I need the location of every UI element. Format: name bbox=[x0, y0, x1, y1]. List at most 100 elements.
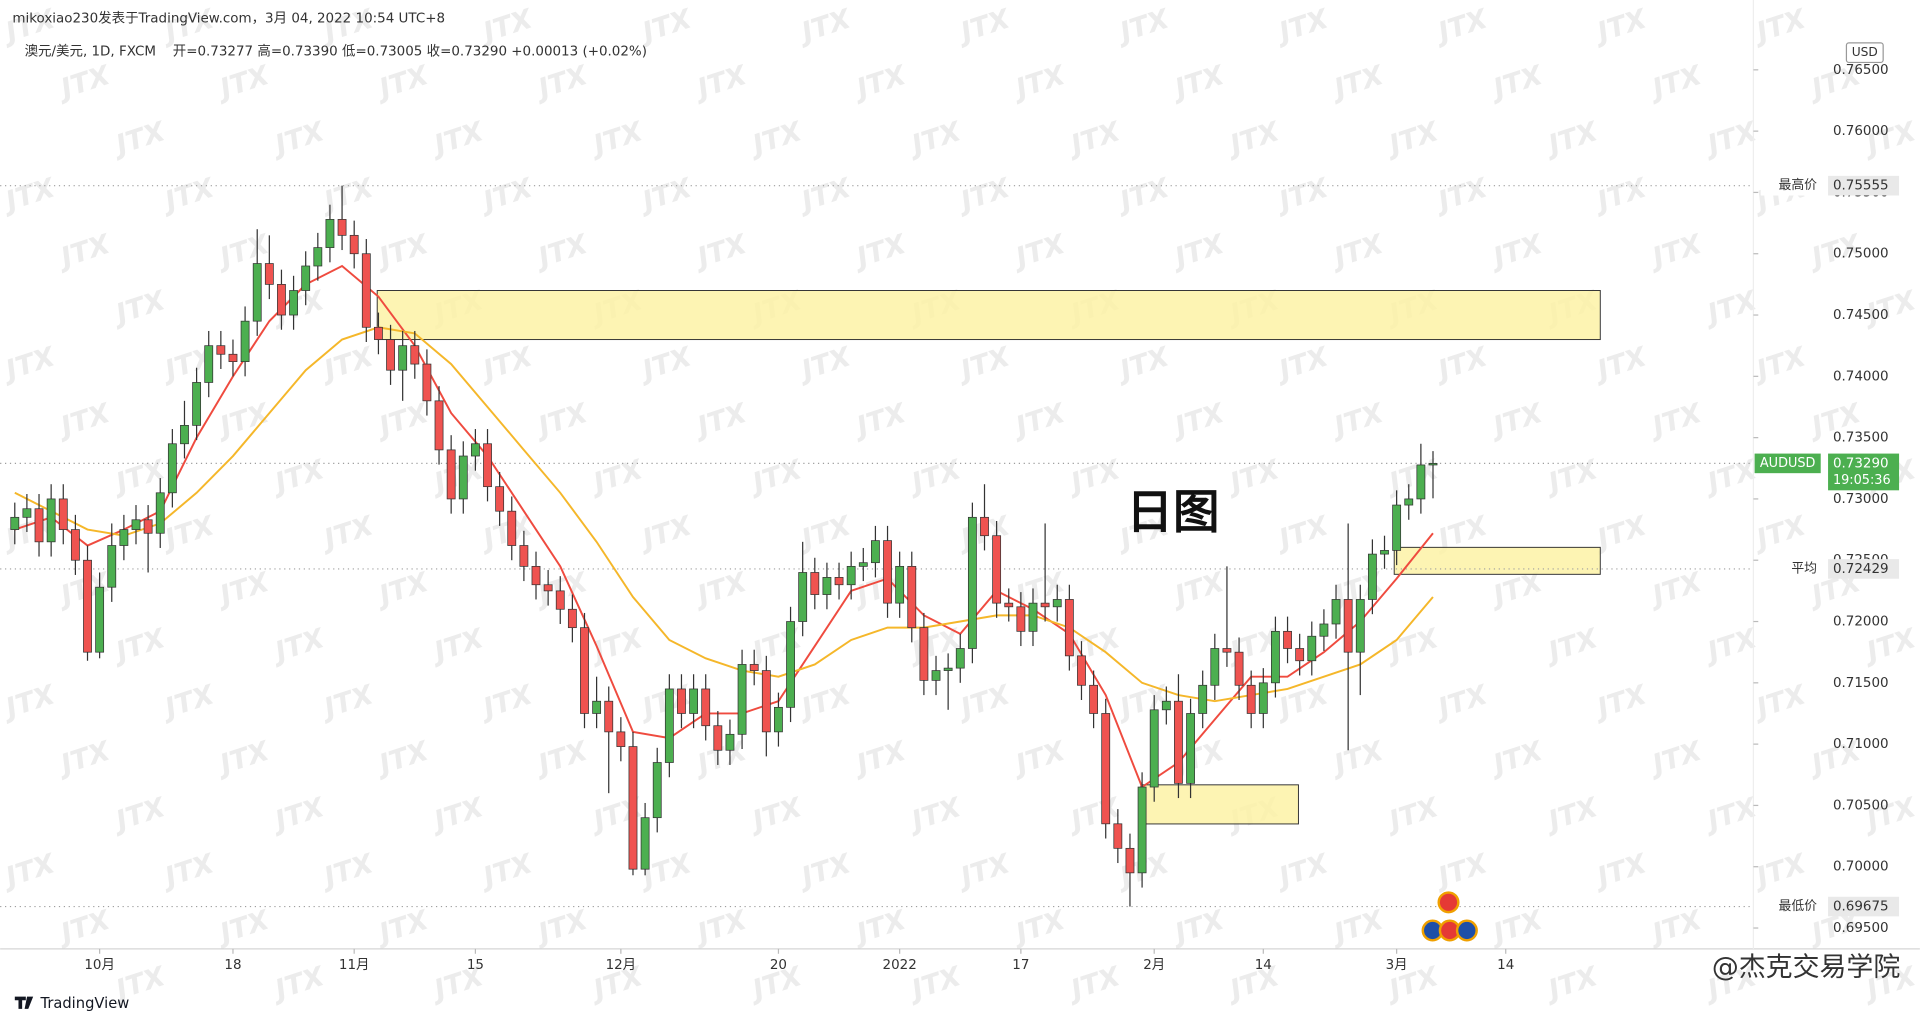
candle-body bbox=[543, 584, 553, 592]
candle-body bbox=[664, 688, 674, 763]
candle-body bbox=[1246, 684, 1256, 714]
candle-body bbox=[1210, 648, 1220, 686]
price-name-box bbox=[1760, 559, 1822, 579]
candle-body bbox=[1404, 498, 1414, 506]
price-value: 0.72429 bbox=[1833, 562, 1889, 577]
ma-line bbox=[14, 264, 1434, 789]
last-name-box bbox=[1754, 453, 1821, 474]
candle-body bbox=[34, 508, 44, 543]
x-tick-label: 18 bbox=[224, 958, 241, 973]
candle-body bbox=[95, 586, 105, 653]
candle-body bbox=[289, 290, 298, 316]
x-tick-label: 14 bbox=[1255, 958, 1272, 973]
candle-body bbox=[1222, 648, 1232, 653]
candle-body bbox=[810, 572, 820, 595]
candle-body bbox=[931, 670, 941, 681]
candle-body bbox=[143, 519, 153, 534]
candle-body bbox=[167, 443, 177, 494]
candle-body bbox=[337, 219, 347, 236]
price-name: 最高价 bbox=[1778, 177, 1817, 193]
candle-body bbox=[458, 455, 468, 500]
candle-body bbox=[180, 425, 189, 445]
candle-body bbox=[1380, 550, 1389, 555]
price-value: 0.69675 bbox=[1833, 900, 1889, 915]
y-tick-label: 0.72000 bbox=[1833, 615, 1889, 630]
y-tick-label: 0.75000 bbox=[1833, 247, 1889, 262]
candle-body bbox=[1295, 648, 1305, 662]
candle-body bbox=[495, 486, 505, 512]
candle-body bbox=[1040, 602, 1050, 608]
event-icon bbox=[1455, 919, 1478, 942]
y-tick-label: 0.76500 bbox=[1833, 63, 1889, 78]
candle-body bbox=[1367, 553, 1377, 600]
event-icons bbox=[1421, 891, 1478, 942]
candle-body bbox=[737, 664, 747, 735]
candle-body bbox=[70, 529, 80, 561]
logo-icon bbox=[14, 996, 34, 1009]
candle-body bbox=[1198, 684, 1208, 714]
price-name-box bbox=[1760, 175, 1822, 196]
currency-box bbox=[1845, 42, 1884, 64]
candle-body bbox=[640, 817, 650, 870]
last-name: AUDUSD bbox=[1760, 456, 1816, 471]
footer-logo: TradingView bbox=[40, 995, 130, 1012]
candle-body bbox=[531, 565, 541, 586]
candle-body bbox=[446, 449, 456, 500]
x-tick-label: 17 bbox=[1012, 958, 1029, 973]
candle-body bbox=[1101, 713, 1111, 825]
zone bbox=[1140, 784, 1299, 825]
candle-body bbox=[398, 345, 408, 371]
candle-body bbox=[628, 746, 638, 870]
candle-body bbox=[204, 345, 214, 383]
candle-body bbox=[1004, 602, 1014, 608]
candle-body bbox=[604, 700, 614, 733]
candle-body bbox=[470, 443, 480, 457]
x-tick-label: 20 bbox=[770, 958, 787, 973]
candle-body bbox=[871, 540, 880, 564]
candle-body bbox=[774, 706, 783, 733]
plot bbox=[0, 185, 1754, 908]
candle-body bbox=[1028, 602, 1038, 632]
annotation: 日图 bbox=[1127, 485, 1220, 539]
candle-body bbox=[749, 664, 759, 671]
y-tick-label: 0.74500 bbox=[1833, 308, 1889, 323]
candle-body bbox=[955, 648, 965, 669]
candle-body bbox=[677, 688, 686, 714]
x-tick-label: 2月 bbox=[1143, 958, 1165, 973]
candle-body bbox=[1064, 599, 1074, 657]
candle-body bbox=[519, 545, 529, 567]
candle-body bbox=[980, 516, 989, 537]
candle-body bbox=[1113, 823, 1123, 849]
candle-body bbox=[895, 565, 905, 604]
candle-body bbox=[1392, 504, 1402, 551]
candle-body bbox=[725, 733, 735, 751]
price-value-box bbox=[1828, 896, 1900, 917]
candle-body bbox=[410, 345, 420, 365]
price-value: 0.75555 bbox=[1833, 179, 1889, 194]
candle-body bbox=[834, 577, 844, 586]
last-value-box bbox=[1828, 453, 1900, 491]
zone bbox=[376, 290, 1601, 341]
candle-body bbox=[1271, 630, 1280, 684]
candle-body bbox=[1355, 599, 1365, 653]
candle-body bbox=[919, 627, 929, 681]
candle-body bbox=[1052, 599, 1062, 608]
candle-body bbox=[967, 516, 977, 649]
candle-body bbox=[713, 725, 723, 751]
price-value-box bbox=[1828, 175, 1900, 196]
candle-body bbox=[1089, 684, 1099, 714]
candle-body bbox=[652, 762, 662, 819]
ohlc: 开=0.73277 高=0.73390 低=0.73005 收=0.73290 … bbox=[173, 42, 647, 59]
publisher: mikoxiao230发表于TradingView.com，3月 04, 202… bbox=[12, 10, 445, 26]
candle-body bbox=[277, 284, 286, 316]
candle-body bbox=[1149, 709, 1159, 788]
y-tick-label: 0.71000 bbox=[1833, 737, 1889, 752]
candle-body bbox=[422, 363, 432, 402]
y-tick-label: 0.69500 bbox=[1833, 921, 1889, 936]
countdown: 19:05:36 bbox=[1833, 473, 1891, 488]
zone bbox=[1393, 546, 1601, 575]
candle-body bbox=[1416, 464, 1426, 500]
